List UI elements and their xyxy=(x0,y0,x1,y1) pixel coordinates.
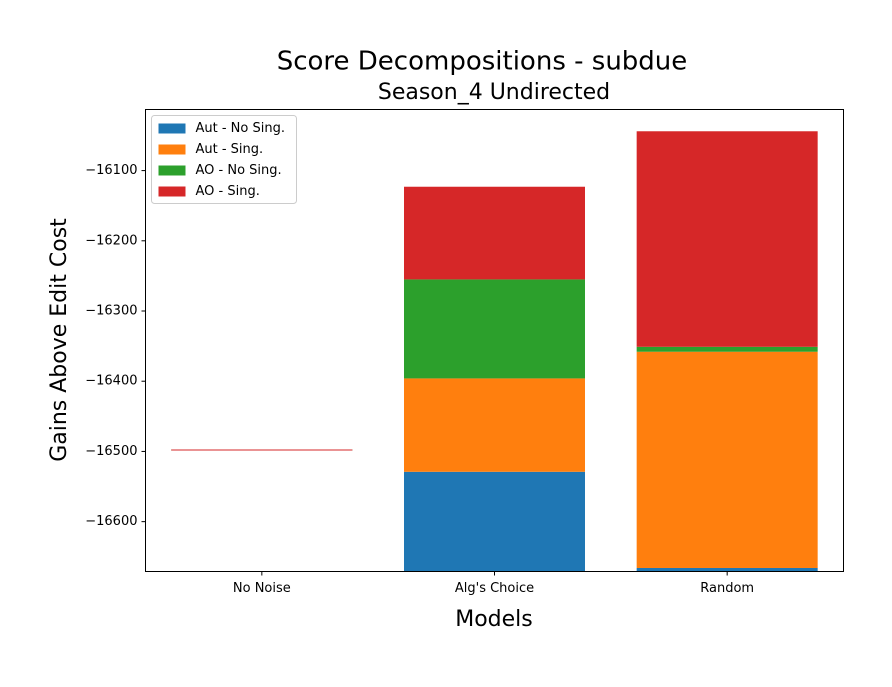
legend-swatch xyxy=(158,123,186,134)
bar-segment xyxy=(636,131,818,347)
y-axis-label: Gains Above Edit Cost xyxy=(47,218,72,462)
bar-segment xyxy=(636,351,818,568)
y-tick-label: −16500 xyxy=(85,444,137,459)
legend-label: Aut - No Sing. xyxy=(196,121,285,136)
x-tick-label: No Noise xyxy=(233,581,291,596)
y-tick-label: −16300 xyxy=(85,304,137,319)
y-tick-label: −16600 xyxy=(85,514,137,529)
bar-segment xyxy=(404,279,585,379)
bar-segment xyxy=(404,186,585,280)
y-tick-label: −16100 xyxy=(85,163,137,178)
legend-label: AO - No Sing. xyxy=(196,163,282,178)
legend-box xyxy=(151,115,297,204)
legend-label: Aut - Sing. xyxy=(196,142,264,157)
chart-subtitle: Season_4 Undirected xyxy=(378,80,610,105)
legend: Aut - No Sing. Aut - Sing. AO - No Sing. AO… xyxy=(151,115,297,204)
legend-label: AO - Sing. xyxy=(196,184,260,199)
bar-segment xyxy=(404,471,585,572)
bar-segment xyxy=(636,346,818,352)
plot-area xyxy=(171,131,818,572)
legend-swatch xyxy=(158,186,186,197)
x-axis-label: Models xyxy=(455,607,533,632)
bar-segment xyxy=(636,567,818,572)
y-tick-label: −16200 xyxy=(85,233,137,248)
y-tick-label: −16400 xyxy=(85,374,137,389)
x-tick-label: Random xyxy=(700,581,754,596)
bar-segment xyxy=(404,378,585,472)
legend-swatch xyxy=(158,165,186,176)
legend-swatch xyxy=(158,144,186,155)
x-tick-label: Alg's Choice xyxy=(455,581,534,596)
chart-title: Score Decompositions - subdue xyxy=(277,47,688,77)
